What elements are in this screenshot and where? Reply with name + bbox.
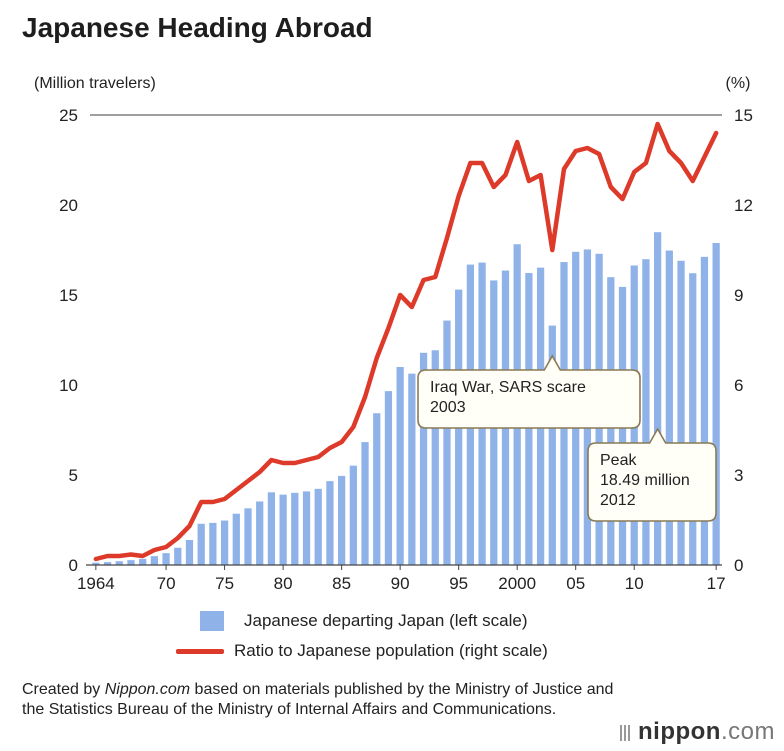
bar-1964 xyxy=(92,562,100,565)
y-right-tick-12: 12 xyxy=(734,196,753,215)
bar-2017 xyxy=(712,242,720,566)
y-right-tick-3: 3 xyxy=(734,466,743,485)
callout-peak-line-1: 18.49 million xyxy=(600,472,690,489)
legend-bar-swatch xyxy=(200,611,224,631)
bar-1990 xyxy=(396,367,404,565)
x-tick-1970: 70 xyxy=(157,574,176,593)
callout-peak-line-0: Peak xyxy=(600,452,637,469)
ratio-line xyxy=(93,121,719,562)
y-left-tick-25: 25 xyxy=(59,106,78,125)
bar-1986 xyxy=(349,465,357,565)
y-left-tick-15: 15 xyxy=(59,286,78,305)
logo-suffix: .com xyxy=(720,718,775,745)
bar-1965 xyxy=(103,562,112,565)
bar-1989 xyxy=(384,391,393,565)
callout-iraq-line-0: Iraq War, SARS scare xyxy=(430,379,586,396)
bar-1982 xyxy=(302,491,311,565)
legend-line-swatch xyxy=(176,648,224,654)
bar-1967 xyxy=(127,560,135,565)
y-right-tick-6: 6 xyxy=(734,376,743,395)
bar-1972 xyxy=(185,539,194,565)
bar-1980 xyxy=(279,494,287,565)
bar-1968 xyxy=(139,558,147,565)
logo-bars-icon xyxy=(620,720,632,748)
bar-1991 xyxy=(408,373,416,565)
y-left-tick-10: 10 xyxy=(59,376,78,395)
source-rest: based on materials published by the Mini… xyxy=(22,681,614,718)
bar-2015 xyxy=(689,273,697,565)
x-tick-1980: 80 xyxy=(274,574,293,593)
nippon-logo: nippon.com xyxy=(620,718,775,748)
bar-1975 xyxy=(220,520,229,565)
legend: Japanese departing Japan (left scale) Ra… xyxy=(176,606,548,666)
bar-1985 xyxy=(338,475,346,565)
bar-1977 xyxy=(244,508,252,565)
legend-bars-label: Japanese departing Japan (left scale) xyxy=(244,611,528,630)
bar-1966 xyxy=(115,561,123,565)
bar-2016 xyxy=(700,256,709,565)
legend-item-line: Ratio to Japanese population (right scal… xyxy=(176,636,548,666)
x-tick-1975: 75 xyxy=(215,574,234,593)
source-prefix: Created by xyxy=(22,681,105,698)
bar-1969 xyxy=(150,556,158,565)
bar-2013 xyxy=(665,250,673,566)
y-axis-right-label: (%) xyxy=(726,75,751,92)
bar-1987 xyxy=(361,442,369,565)
y-left-tick-20: 20 xyxy=(59,196,78,215)
y-axis-left-label: (Million travelers) xyxy=(34,75,156,92)
legend-item-bars: Japanese departing Japan (left scale) xyxy=(190,606,548,636)
bar-2014 xyxy=(677,260,685,565)
bar-1992 xyxy=(419,352,428,565)
y-right-tick-15: 15 xyxy=(734,106,753,125)
bar-1970 xyxy=(162,553,170,565)
source-note: Created by Nippon.com based on materials… xyxy=(22,680,622,720)
legend-line-label: Ratio to Japanese population (right scal… xyxy=(234,641,548,660)
x-tick-1990: 90 xyxy=(391,574,410,593)
x-tick-2000: 2000 xyxy=(498,574,536,593)
source-site: Nippon.com xyxy=(104,681,191,698)
y-right-tick-0: 0 xyxy=(734,556,743,575)
callout-iraq-box xyxy=(417,354,641,429)
y-left-tick-0: 0 xyxy=(69,556,78,575)
x-tick-2017: 17 xyxy=(707,574,726,593)
callout-peak-line-2: 2012 xyxy=(600,492,636,509)
bar-1974 xyxy=(209,522,217,565)
y-right-tick-9: 9 xyxy=(734,286,743,305)
x-tick-2010: 10 xyxy=(625,574,644,593)
logo-brand: nippon xyxy=(638,718,721,745)
y-left-tick-5: 5 xyxy=(69,466,78,485)
chart: (Million travelers) (%)051015202503691215… xyxy=(34,75,753,593)
bar-2012 xyxy=(654,232,662,565)
x-tick-2005: 05 xyxy=(566,574,585,593)
callout-iraq-line-1: 2003 xyxy=(430,399,466,416)
x-tick-1995: 95 xyxy=(449,574,468,593)
bar-1979 xyxy=(267,492,276,565)
bar-1984 xyxy=(326,481,334,565)
callout-peak-box xyxy=(587,427,717,522)
bar-1976 xyxy=(232,513,240,565)
bar-1983 xyxy=(314,488,322,565)
bar-1978 xyxy=(256,501,264,565)
bar-1993 xyxy=(431,350,439,565)
bar-2003 xyxy=(548,325,556,565)
bar-1981 xyxy=(291,492,299,565)
chart-title: Japanese Heading Abroad xyxy=(22,12,373,43)
bar-1973 xyxy=(197,523,205,565)
x-tick-1985: 85 xyxy=(332,574,351,593)
bar-1988 xyxy=(373,413,381,565)
bar-1971 xyxy=(174,547,182,565)
bar-2011 xyxy=(642,259,650,565)
x-tick-1964: 1964 xyxy=(77,574,115,593)
bar-1994 xyxy=(443,320,451,565)
